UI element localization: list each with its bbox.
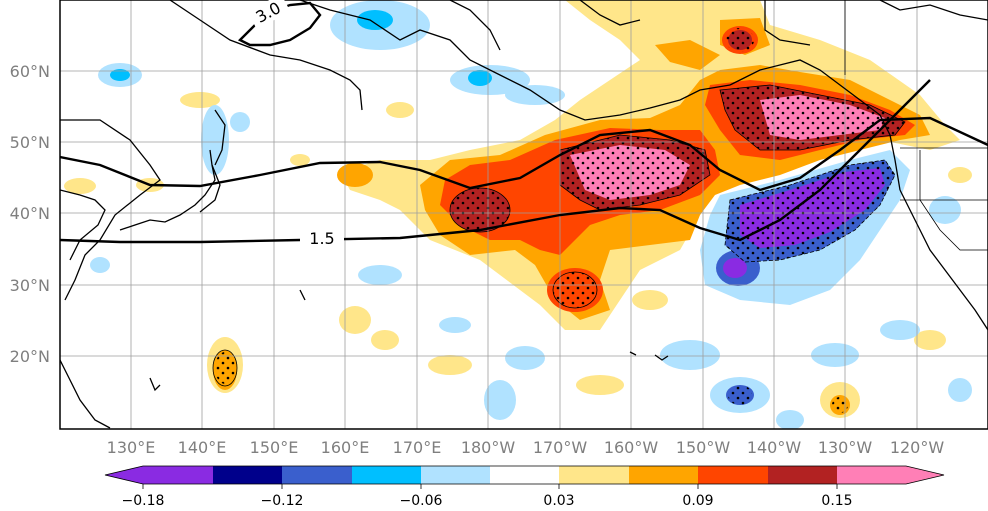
map-area: [60, 0, 988, 429]
colorbar-tick-label: −0.12: [261, 493, 304, 509]
colorbar-tick-label: −0.18: [122, 493, 165, 509]
contour-1.5-north: [60, 116, 988, 192]
colorbar-swatch: [490, 466, 559, 484]
colorbar-swatch: [768, 466, 837, 484]
lon-label-180w: 180°W: [461, 438, 516, 457]
lon-label-130e: 130°E: [107, 438, 156, 457]
lat-label-60n: 60°N: [10, 62, 50, 81]
contour-1.5-south: [60, 79, 931, 244]
lon-label-170e: 170°E: [393, 438, 442, 457]
coastlines: [60, 0, 988, 429]
map-gridlines: [60, 0, 988, 429]
lon-label-130w: 130°W: [818, 438, 873, 457]
colorbar-swatch: [143, 466, 213, 484]
colorbar-min-extension: [105, 466, 143, 484]
lon-label-160e: 160°E: [321, 438, 370, 457]
lon-label-150e: 150°E: [250, 438, 299, 457]
lon-label-140w: 140°W: [747, 438, 802, 457]
anomaly-field-cyan: [110, 10, 492, 86]
colorbar-swatch: [629, 466, 698, 484]
longitude-labels: 130°E 140°E 150°E 160°E 170°E 180°W 170°…: [107, 438, 945, 457]
lat-label-40n: 40°N: [10, 204, 50, 223]
lon-label-120w: 120°W: [890, 438, 945, 457]
colorbar-tick-label: −0.06: [400, 493, 443, 509]
lat-label-50n: 50°N: [10, 133, 50, 152]
map-frame: [59, 0, 988, 430]
colorbar-tick-label: 0.09: [682, 493, 713, 509]
lat-label-20n: 20°N: [10, 347, 50, 366]
colorbar: −0.18 −0.12 −0.06 0.03 0.09 0.15: [104, 465, 945, 509]
latitude-labels: 60°N 50°N 40°N 30°N 20°N: [10, 62, 50, 366]
colorbar-swatch: [837, 466, 906, 484]
colorbar-swatch: [352, 466, 421, 484]
lon-label-140e: 140°E: [178, 438, 227, 457]
political-borders: [844, 0, 988, 251]
colorbar-swatch: [559, 466, 629, 484]
lon-label-160w: 160°W: [604, 438, 659, 457]
colorbar-swatch: [421, 466, 490, 484]
colorbar-swatch: [282, 466, 352, 484]
colorbar-tick-label: 0.15: [821, 493, 852, 509]
colorbar-swatch: [698, 466, 768, 484]
contour-label-1.5: 1.5: [309, 229, 334, 248]
significance-stippling: [215, 28, 905, 413]
lon-label-170w: 170°W: [533, 438, 588, 457]
colorbar-tick-label: 0.03: [543, 493, 574, 509]
colorbar-swatch: [213, 466, 282, 484]
contour-labels: 1.5 3.0: [247, 0, 344, 248]
lat-label-30n: 30°N: [10, 276, 50, 295]
lon-label-150w: 150°W: [676, 438, 731, 457]
colorbar-max-extension: [906, 466, 944, 484]
